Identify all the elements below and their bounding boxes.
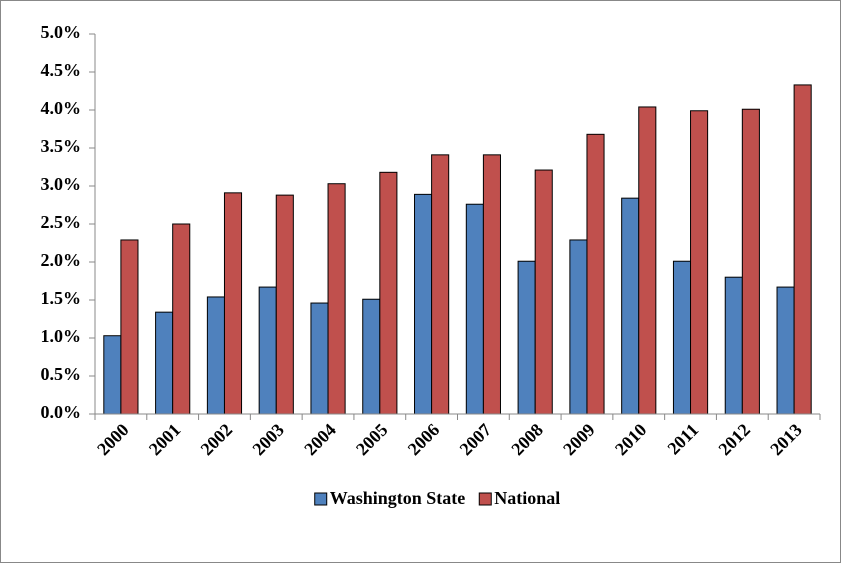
bar	[327, 183, 346, 415]
bar	[465, 203, 484, 415]
bar	[586, 133, 605, 415]
bar	[362, 298, 381, 415]
y-tick-label: 0.5%	[41, 364, 82, 384]
bar	[223, 192, 243, 415]
y-tick-label: 3.0%	[41, 174, 82, 194]
bar	[431, 154, 450, 415]
y-tick-label: 4.0%	[41, 98, 82, 118]
legend: Washington State National	[314, 488, 560, 508]
bar	[741, 108, 760, 415]
bar	[275, 194, 294, 415]
bar	[638, 106, 657, 415]
bar	[120, 239, 139, 415]
bar	[310, 302, 329, 415]
legend-swatch	[478, 492, 492, 506]
bar	[690, 110, 709, 415]
bar	[482, 154, 501, 415]
bar	[414, 193, 433, 415]
bar	[172, 223, 191, 415]
y-tick-label: 0.0%	[41, 402, 82, 422]
bar	[793, 84, 812, 415]
bar	[517, 260, 536, 415]
bar	[103, 335, 122, 415]
bar	[206, 296, 225, 415]
bar	[379, 171, 398, 415]
bar	[672, 260, 692, 415]
legend-label: Washington State	[330, 488, 466, 508]
bar	[621, 197, 640, 415]
y-tick-label: 3.5%	[41, 136, 82, 156]
bar	[776, 286, 795, 415]
bar	[569, 239, 588, 415]
bar	[534, 169, 553, 415]
y-tick-label: 2.0%	[41, 250, 82, 270]
bar	[258, 286, 277, 415]
bar	[155, 311, 174, 415]
y-tick-label: 1.0%	[41, 326, 82, 346]
y-tick-label: 5.0%	[41, 22, 82, 42]
bar	[724, 276, 743, 415]
legend-label: National	[494, 488, 560, 508]
y-tick-label: 1.5%	[41, 288, 82, 308]
y-tick-label: 4.5%	[41, 60, 82, 80]
legend-swatch	[314, 492, 328, 506]
y-tick-label: 2.5%	[41, 212, 82, 232]
